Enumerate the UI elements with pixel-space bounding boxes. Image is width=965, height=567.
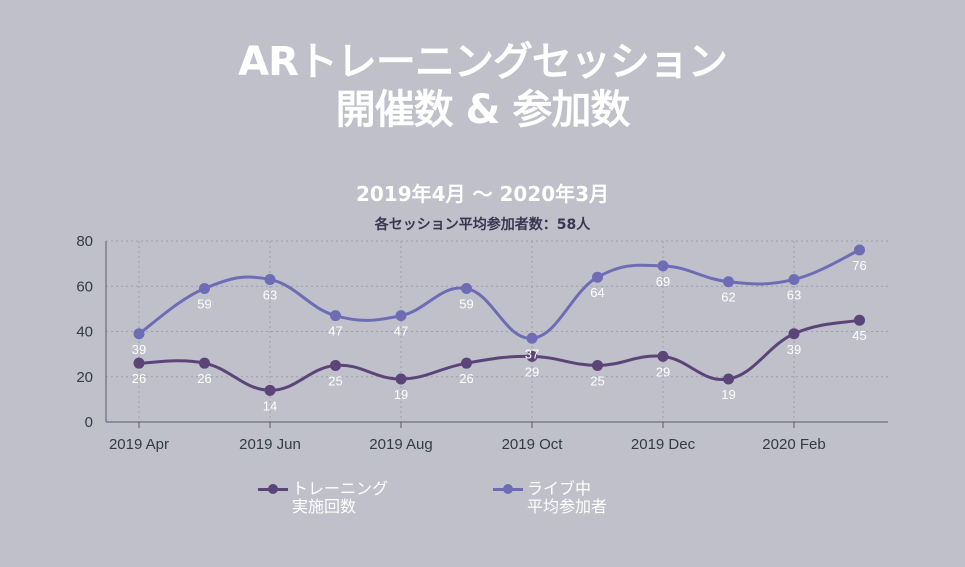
x-tick-label: 2019 Oct bbox=[502, 436, 564, 453]
x-tick-label: 2019 Jun bbox=[239, 436, 301, 453]
data-label-live: 63 bbox=[787, 287, 801, 302]
data-point-live bbox=[395, 310, 407, 322]
data-point-live bbox=[657, 260, 669, 272]
legend-swatch-training bbox=[258, 480, 288, 498]
data-label-live: 76 bbox=[852, 258, 866, 273]
data-label-training: 26 bbox=[459, 371, 473, 386]
axes-layer: 0 20 40 60 80 2019 Apr 2019 Jun 2019 Aug 2019 Oc… bbox=[76, 233, 888, 453]
data-label-live: 47 bbox=[328, 324, 342, 339]
data-point-live bbox=[788, 273, 800, 285]
data-label-training: 25 bbox=[590, 373, 604, 388]
x-tick-label: 2020 Feb bbox=[762, 436, 825, 453]
data-label-live: 39 bbox=[132, 342, 146, 357]
data-point-live bbox=[133, 328, 145, 340]
series-layer bbox=[133, 244, 865, 396]
data-point-live bbox=[330, 310, 341, 322]
data-point-training bbox=[788, 328, 800, 340]
data-label-training: 19 bbox=[721, 387, 735, 402]
data-point-training bbox=[264, 384, 276, 396]
data-point-training bbox=[395, 373, 407, 385]
x-tick-label: 2019 Apr bbox=[109, 436, 169, 453]
data-point-training bbox=[526, 350, 538, 362]
data-label-training: 29 bbox=[525, 364, 539, 379]
y-tick-label: 40 bbox=[76, 324, 93, 341]
data-point-live bbox=[264, 273, 276, 285]
data-label-live: 47 bbox=[394, 324, 408, 339]
series-line-live bbox=[138, 248, 861, 340]
grid-layer bbox=[106, 240, 888, 422]
data-label-live: 59 bbox=[197, 297, 211, 312]
data-label-live: 63 bbox=[263, 287, 277, 302]
data-label-live: 64 bbox=[590, 285, 604, 300]
data-label-training: 26 bbox=[132, 371, 146, 386]
series-line-training bbox=[138, 318, 860, 392]
y-tick-label: 0 bbox=[85, 414, 93, 431]
data-point-live bbox=[854, 244, 865, 256]
legend-label-training-2: 実施回数 bbox=[292, 497, 357, 516]
data-label-live: 37 bbox=[525, 346, 539, 361]
data-point-live bbox=[461, 283, 472, 295]
data-label-live: 62 bbox=[721, 290, 735, 305]
data-label-training: 29 bbox=[656, 364, 670, 379]
data-point-live bbox=[526, 332, 538, 344]
data-point-training bbox=[723, 373, 734, 385]
legend-label-live-2: 平均参加者 bbox=[527, 497, 608, 516]
data-point-training bbox=[592, 359, 603, 371]
data-label-training: 39 bbox=[787, 342, 801, 357]
data-label-training: 25 bbox=[328, 373, 342, 388]
data-label-training: 14 bbox=[263, 398, 277, 413]
data-label-training: 45 bbox=[852, 328, 866, 343]
data-point-training bbox=[854, 314, 865, 326]
x-tick-label: 2019 Aug bbox=[369, 436, 432, 453]
x-tick-label: 2019 Dec bbox=[631, 436, 696, 453]
data-label-layer: 26 26 14 25 19 26 29 25 29 19 39 45 39 59 63 47 47 59 37 64… bbox=[132, 258, 867, 413]
legend-item-training[interactable]: トレーニング 実施回数 bbox=[258, 480, 388, 516]
chart-subtitle: 2019年4月 ～ 2020年3月 bbox=[355, 182, 610, 206]
y-tick-label: 60 bbox=[76, 278, 93, 295]
data-label-training: 19 bbox=[394, 387, 408, 402]
y-tick-label: 20 bbox=[76, 369, 93, 386]
legend-label-live-1: ライブ中 bbox=[527, 479, 592, 498]
data-label-live: 59 bbox=[459, 297, 473, 312]
data-point-training bbox=[461, 357, 472, 369]
chart-title: ARトレーニングセッション 開催数 & 参加数 bbox=[0, 38, 965, 134]
data-point-live bbox=[592, 271, 603, 283]
data-point-training bbox=[199, 357, 210, 369]
data-point-training bbox=[330, 359, 341, 371]
legend-item-live[interactable]: ライブ中 平均参加者 bbox=[493, 480, 607, 516]
legend-swatch-live bbox=[493, 480, 523, 498]
chart-title-line-1: ARトレーニングセッション bbox=[238, 39, 728, 85]
chart-title-line-2: 開催数 & 参加数 bbox=[335, 87, 631, 133]
data-point-training bbox=[133, 357, 145, 369]
data-point-training bbox=[657, 350, 669, 362]
data-label-training: 26 bbox=[197, 371, 211, 386]
data-point-live bbox=[723, 276, 734, 288]
data-label-live: 69 bbox=[656, 274, 670, 289]
data-point-live bbox=[199, 283, 210, 295]
chart-note: 各セッション平均参加者数：58人 bbox=[374, 217, 591, 233]
y-tick-label: 80 bbox=[76, 233, 93, 250]
legend-label-training-1: トレーニング bbox=[292, 479, 389, 498]
